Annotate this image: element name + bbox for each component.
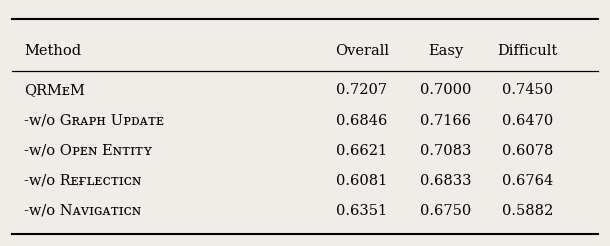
Text: -w/o Nᴀᴠɪɢᴀᴛɪᴄɴ: -w/o Nᴀᴠɪɢᴀᴛɪᴄɴ — [24, 204, 141, 218]
Text: 0.7166: 0.7166 — [420, 114, 471, 128]
Text: Overall: Overall — [335, 44, 389, 58]
Text: 0.7000: 0.7000 — [420, 83, 471, 97]
Text: QRMᴇM: QRMᴇM — [24, 83, 85, 97]
Text: 0.6081: 0.6081 — [336, 174, 387, 188]
Text: 0.6351: 0.6351 — [336, 204, 387, 218]
Text: 0.6833: 0.6833 — [420, 174, 472, 188]
Text: 0.6750: 0.6750 — [420, 204, 471, 218]
Text: 0.6078: 0.6078 — [501, 144, 553, 158]
Text: 0.6846: 0.6846 — [336, 114, 387, 128]
Text: 0.7083: 0.7083 — [420, 144, 471, 158]
Text: -w/o Rᴇғʟᴇсᴛɪᴄɴ: -w/o Rᴇғʟᴇсᴛɪᴄɴ — [24, 174, 142, 188]
Text: 0.7450: 0.7450 — [502, 83, 553, 97]
Text: 0.6470: 0.6470 — [502, 114, 553, 128]
Text: 0.6764: 0.6764 — [502, 174, 553, 188]
Text: Method: Method — [24, 44, 81, 58]
Text: -w/o Gʀᴀᴘʜ Uᴘᴅᴀᴛᴇ: -w/o Gʀᴀᴘʜ Uᴘᴅᴀᴛᴇ — [24, 114, 164, 128]
Text: 0.6621: 0.6621 — [336, 144, 387, 158]
Text: -w/o Oᴘᴇɴ Eɴᴛɪᴛʏ: -w/o Oᴘᴇɴ Eɴᴛɪᴛʏ — [24, 144, 152, 158]
Text: Difficult: Difficult — [497, 44, 558, 58]
Text: 0.5882: 0.5882 — [502, 204, 553, 218]
Text: 0.7207: 0.7207 — [336, 83, 387, 97]
Text: Easy: Easy — [428, 44, 463, 58]
